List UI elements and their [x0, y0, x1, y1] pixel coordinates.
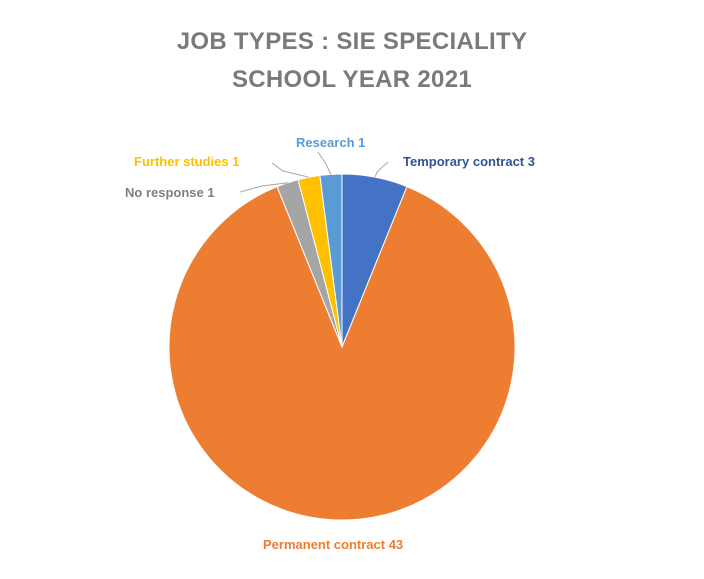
leader-line-research: [317, 151, 332, 175]
chart-title-line-2: SCHOOL YEAR 2021: [231, 66, 472, 93]
pie-slice-permanent-contract: [168, 185, 516, 521]
leader-line-no-response: [239, 182, 288, 193]
pie-slices: [168, 173, 516, 521]
leader-lines: [239, 151, 389, 193]
data-label-research: Research 1: [296, 135, 365, 150]
data-label-permanent-contract: Permanent contract 43: [263, 537, 403, 552]
data-label-no-response: No response 1: [125, 185, 215, 200]
leader-line-temporary-contract: [374, 161, 389, 178]
data-label-temporary-contract: Temporary contract 3: [403, 154, 535, 169]
data-label-further-studies: Further studies 1: [134, 154, 239, 169]
chart-title-line-1: JOB TYPES : SIE SPECIALITY: [176, 28, 528, 55]
leader-line-further-studies: [271, 162, 310, 178]
